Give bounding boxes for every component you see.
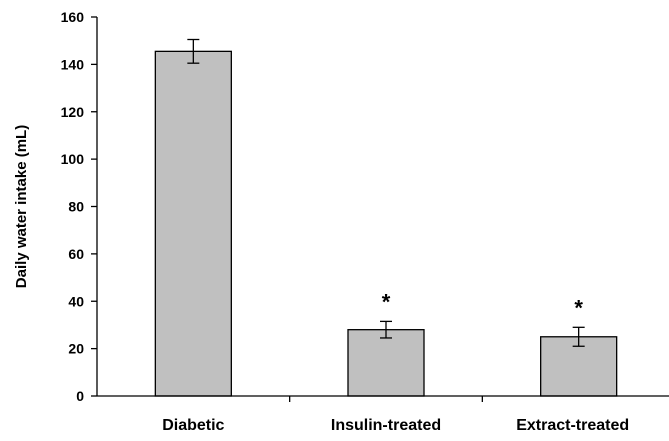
y-tick-label: 120 [61,104,85,120]
y-tick-label: 140 [61,56,85,72]
y-axis: 0 20 40 60 80 100 120 140 160 [61,9,98,404]
y-tick-label: 20 [68,341,84,357]
x-category-label: Insulin-treated [331,417,441,434]
x-category-label: Diabetic [162,417,224,434]
x-axis: Diabetic Insulin-treated Extract-treated [97,395,669,434]
y-axis-title: Daily water intake (mL) [13,125,30,288]
significance-marker: * [382,289,391,314]
bars: * * [154,38,618,397]
significance-marker: * [574,295,583,320]
x-category-label: Extract-treated [516,417,629,434]
y-tick-label: 160 [61,9,85,25]
y-tick-label: 0 [76,388,84,404]
y-tick-label: 40 [68,293,84,309]
y-tick-label: 80 [68,199,84,215]
y-tick-label: 100 [61,151,85,167]
y-tick-label: 60 [68,246,84,262]
bar-diabetic [154,50,232,397]
bar-insulin-treated [347,329,425,397]
